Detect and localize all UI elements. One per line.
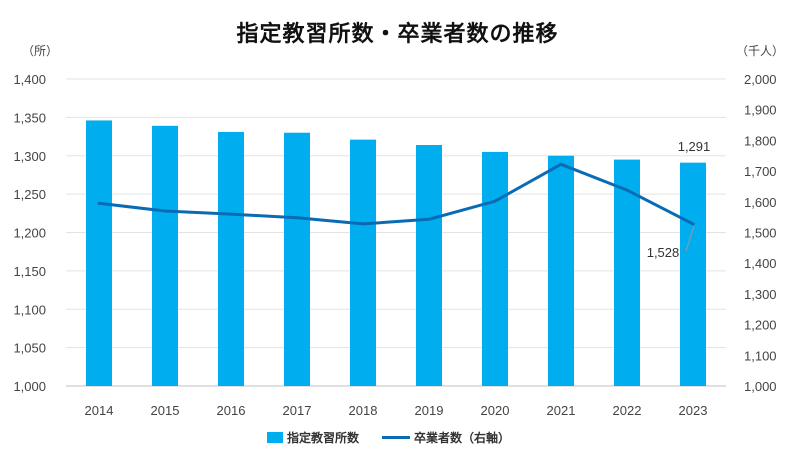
data-labels: 1,291 1,528: [647, 139, 711, 260]
line-point-2016: [229, 212, 233, 216]
bar-2018: [350, 139, 376, 386]
left-axis-unit: （所）: [22, 44, 58, 58]
right-tick-label: 1,000: [744, 379, 777, 394]
line-series: [97, 162, 695, 226]
bar-2014: [86, 120, 112, 386]
left-tick-label: 1,050: [13, 341, 46, 356]
line-point-2014: [97, 201, 101, 205]
legend-bar-swatch: [267, 432, 283, 443]
right-tick-label: 1,500: [744, 226, 777, 241]
right-tick-label: 1,400: [744, 256, 777, 271]
left-axis-ticks: 1,000 1,050 1,100 1,150 1,200 1,250 1,300 1,350…: [13, 72, 46, 394]
left-tick-label: 1,150: [13, 264, 46, 279]
bar-2015: [152, 125, 178, 386]
left-tick-label: 1,300: [13, 149, 46, 164]
bar-series: [86, 120, 706, 386]
left-tick-label: 1,250: [13, 187, 46, 202]
x-tick-label: 2017: [283, 403, 312, 418]
chart-title: 指定教習所数・卒業者数の推移: [236, 22, 559, 47]
bar-2021: [548, 155, 574, 386]
line-point-2022: [625, 188, 629, 192]
right-tick-label: 1,300: [744, 287, 777, 302]
x-tick-label: 2019: [415, 403, 444, 418]
x-tick-label: 2020: [481, 403, 510, 418]
right-axis-ticks: 1,000 1,100 1,200 1,300 1,400 1,500 1,600 1,700…: [744, 72, 777, 394]
line-path: [97, 162, 695, 226]
line-point-2019: [427, 217, 431, 221]
right-tick-label: 2,000: [744, 72, 777, 87]
right-tick-label: 1,100: [744, 348, 777, 363]
line-last-label: 1,528: [647, 245, 680, 260]
line-point-2015: [163, 209, 167, 213]
left-tick-label: 1,350: [13, 110, 46, 125]
legend-bar-label: 指定教習所数: [287, 430, 360, 445]
bar-2016: [218, 131, 244, 386]
left-tick-label: 1,000: [13, 379, 46, 394]
left-tick-label: 1,400: [13, 72, 46, 87]
right-tick-label: 1,700: [744, 164, 777, 179]
line-point-2018: [361, 222, 365, 226]
bar-2023: [680, 162, 706, 386]
x-tick-label: 2014: [85, 403, 114, 418]
line-point-2023: [691, 222, 695, 226]
x-tick-label: 2015: [151, 403, 180, 418]
legend: 指定教習所数 卒業者数（右軸）: [267, 430, 510, 445]
bar-2019: [416, 145, 442, 386]
line-point-2020: [493, 199, 497, 203]
bar-2020: [482, 151, 508, 386]
bar-last-label: 1,291: [678, 139, 711, 154]
right-tick-label: 1,800: [744, 133, 777, 148]
x-tick-label: 2023: [679, 403, 708, 418]
bar-2022: [614, 159, 640, 386]
x-tick-label: 2018: [349, 403, 378, 418]
bar-2017: [284, 132, 310, 386]
left-tick-label: 1,100: [13, 302, 46, 317]
line-point-2017: [295, 216, 299, 220]
x-tick-label: 2022: [613, 403, 642, 418]
right-tick-label: 1,600: [744, 195, 777, 210]
right-axis-unit: （千人）: [736, 44, 784, 58]
leader-line: [685, 225, 695, 252]
line-point-2021: [559, 162, 563, 166]
x-tick-label: 2016: [217, 403, 246, 418]
x-axis-ticks: 2014 2015 2016 2017 2018 2019 2020 2021 2022 2023: [85, 403, 708, 418]
right-tick-label: 1,200: [744, 318, 777, 333]
x-tick-label: 2021: [547, 403, 576, 418]
legend-line-label: 卒業者数（右軸）: [414, 430, 510, 445]
left-tick-label: 1,200: [13, 226, 46, 241]
right-tick-label: 1,900: [744, 103, 777, 118]
